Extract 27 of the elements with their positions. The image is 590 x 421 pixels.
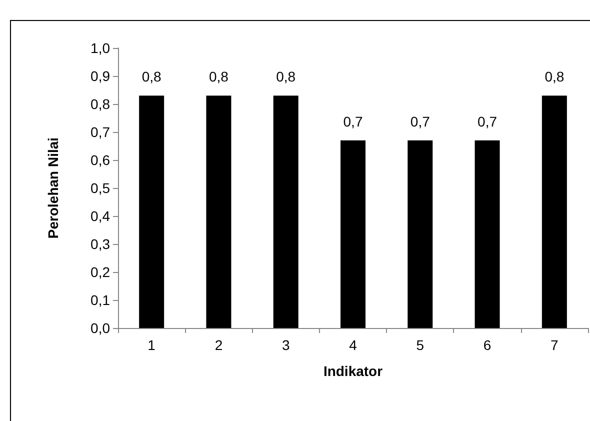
x-tick-label: 5 bbox=[416, 337, 424, 353]
data-label: 0,7 bbox=[478, 113, 498, 130]
y-tick-label: 1,0 bbox=[90, 40, 110, 56]
y-axis-title: Perolehan Nilai bbox=[45, 137, 61, 239]
data-label: 0,8 bbox=[544, 68, 564, 85]
data-label: 0,8 bbox=[142, 68, 162, 85]
y-tick-label: 0,5 bbox=[90, 180, 110, 196]
data-label: 0,7 bbox=[410, 113, 430, 130]
x-tick-label: 1 bbox=[148, 337, 156, 353]
y-tick-label: 0,4 bbox=[90, 208, 110, 224]
y-tick-label: 0,1 bbox=[90, 292, 110, 308]
y-tick-label: 0,3 bbox=[90, 236, 110, 252]
data-label: 0,7 bbox=[343, 113, 363, 130]
x-tick-label: 2 bbox=[214, 337, 223, 353]
y-tick-label: 0,0 bbox=[90, 320, 110, 336]
data-label: 0,8 bbox=[276, 68, 296, 85]
data-label: 0,8 bbox=[208, 68, 229, 85]
y-tick-label: 0,6 bbox=[90, 152, 110, 168]
x-axis-title: Indikator bbox=[323, 363, 384, 379]
y-tick-label: 0,2 bbox=[90, 264, 110, 280]
y-tick-label: 0,9 bbox=[90, 68, 110, 84]
x-tick-label: 3 bbox=[282, 337, 290, 353]
y-tick-label: 0,7 bbox=[90, 124, 110, 140]
x-tick-label: 7 bbox=[550, 337, 559, 353]
x-tick-label: 4 bbox=[349, 337, 358, 353]
y-tick-label: 0,8 bbox=[90, 96, 110, 112]
x-tick-label: 6 bbox=[483, 337, 492, 353]
